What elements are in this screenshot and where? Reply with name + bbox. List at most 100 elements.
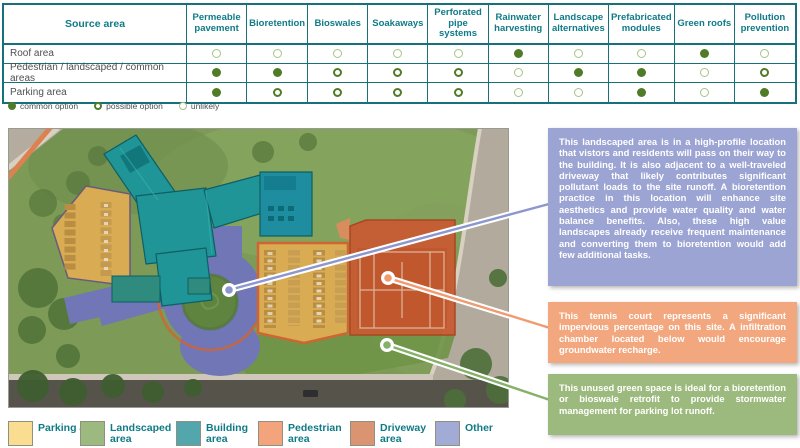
matrix-cell-unlikely [674, 63, 735, 83]
unlikely-option-symbol [699, 68, 709, 77]
legend-swatch [176, 421, 201, 446]
unlikely-option-symbol [178, 102, 187, 110]
legend-label: Other [465, 422, 494, 434]
unlikely-option-symbol [393, 49, 403, 58]
matrix-cell-common [247, 63, 309, 83]
matrix-cell-unlikely [368, 44, 429, 64]
unlikely-option-symbol [573, 87, 583, 97]
legend-swatch [258, 421, 283, 446]
symbol-legend-label: possible option [106, 101, 163, 111]
symbol-legend-item: unlikely [178, 101, 220, 111]
map-legend-item: Parking area [8, 421, 102, 446]
common-option-symbol [760, 87, 770, 97]
legend-label: Driveway area [380, 422, 427, 445]
matrix-column-header: Green roofs [674, 5, 735, 45]
unlikely-option-symbol [272, 49, 282, 58]
matrix-cell-possible [368, 63, 429, 83]
matrix-cell-possible [368, 82, 429, 102]
common-option-symbol [272, 68, 282, 77]
matrix-row-label: Pedestrian / landscaped / common areas [4, 62, 187, 84]
callout-green-space: This unused green space is ideal for a b… [548, 374, 797, 435]
symbol-legend: common option possible option unlikely [8, 101, 219, 111]
matrix-cell-possible [734, 63, 795, 83]
possible-option-symbol [272, 87, 282, 97]
map-legend-item: Other [435, 421, 529, 446]
possible-option-symbol [760, 68, 770, 77]
matrix-cell-unlikely [608, 44, 675, 64]
unlikely-option-symbol [760, 49, 770, 58]
common-option-symbol [636, 68, 646, 77]
matrix-cell-possible [428, 63, 489, 83]
unlikely-option-symbol [636, 49, 646, 58]
symbol-legend-item: common option [8, 101, 78, 111]
matrix-cell-possible [428, 82, 489, 102]
matrix-column-header: Permeable pavement [187, 5, 248, 45]
common-option-symbol [573, 68, 583, 77]
possible-option-symbol [453, 68, 463, 77]
matrix-cell-unlikely [428, 44, 489, 64]
map-legend: Parking area Landscaped area Building area… [0, 421, 540, 448]
matrix-cell-unlikely [488, 63, 549, 83]
matrix-cell-common [674, 44, 735, 64]
matrix-cell-unlikely [548, 82, 609, 102]
legend-label: Landscaped area [110, 422, 172, 445]
matrix-cell-unlikely [548, 44, 609, 64]
possible-option-symbol [94, 102, 103, 110]
matrix-cell-common [548, 63, 609, 83]
legend-swatch [350, 421, 375, 446]
matrix-cell-possible [247, 82, 309, 102]
common-option-symbol [8, 102, 16, 110]
car-on-road [303, 390, 318, 397]
legend-swatch [80, 421, 105, 446]
map-legend-item: Driveway area [350, 421, 444, 446]
common-option-symbol [212, 87, 222, 97]
option-matrix: Source area Permeable pavement Bioretentio… [2, 3, 797, 104]
unlikely-option-symbol [453, 49, 463, 58]
matrix-column-header: Perforated pipe systems [428, 5, 489, 45]
matrix-cell-possible [308, 82, 369, 102]
legend-swatch [8, 421, 33, 446]
matrix-cell-common [187, 63, 248, 83]
symbol-legend-label: unlikely [190, 101, 220, 111]
possible-option-symbol [333, 68, 343, 77]
common-option-symbol [699, 49, 709, 58]
matrix-cell-unlikely [488, 82, 549, 102]
matrix-cell-unlikely [308, 44, 369, 64]
possible-option-symbol [393, 68, 403, 77]
matrix-cell-possible [308, 63, 369, 83]
callout-tennis-court: This tennis court represents a significa… [548, 302, 797, 363]
matrix-cell-unlikely [247, 44, 309, 64]
unlikely-option-symbol [513, 68, 523, 77]
matrix-cell-common [734, 82, 795, 102]
possible-option-symbol [393, 87, 403, 97]
matrix-column-header: Bioswales [308, 5, 369, 45]
matrix-cell-unlikely [734, 44, 795, 64]
symbol-legend-label: common option [20, 101, 79, 111]
matrix-column-header: Bioretention [247, 5, 309, 45]
unlikely-option-symbol [333, 49, 343, 58]
legend-swatch [435, 421, 460, 446]
matrix-cell-common [488, 44, 549, 64]
unlikely-option-symbol [513, 87, 523, 97]
legend-label: Building area [206, 422, 248, 445]
aerial-site-map [8, 128, 509, 408]
matrix-row-label: Parking area [4, 82, 187, 102]
matrix-source-header: Source area [4, 5, 187, 45]
map-legend-item: Landscaped area [80, 421, 174, 446]
unlikely-option-symbol [573, 49, 583, 58]
map-legend-item: Building area [176, 421, 270, 446]
matrix-cell-common [608, 63, 675, 83]
aerial-map-graphic [8, 128, 509, 408]
unlikely-option-symbol [212, 49, 222, 58]
common-option-symbol [513, 49, 523, 58]
map-legend-item: Pedestrian area [258, 421, 352, 446]
common-option-symbol [212, 68, 222, 77]
matrix-cell-common [608, 82, 675, 102]
matrix-cell-unlikely [674, 82, 735, 102]
pedestrian-path-overlay [8, 128, 52, 180]
matrix-row-label: Roof area [4, 44, 187, 64]
unlikely-option-symbol [699, 87, 709, 97]
matrix-column-header: Soakaways [368, 5, 429, 45]
matrix-column-header: Rainwater harvesting [488, 5, 549, 45]
